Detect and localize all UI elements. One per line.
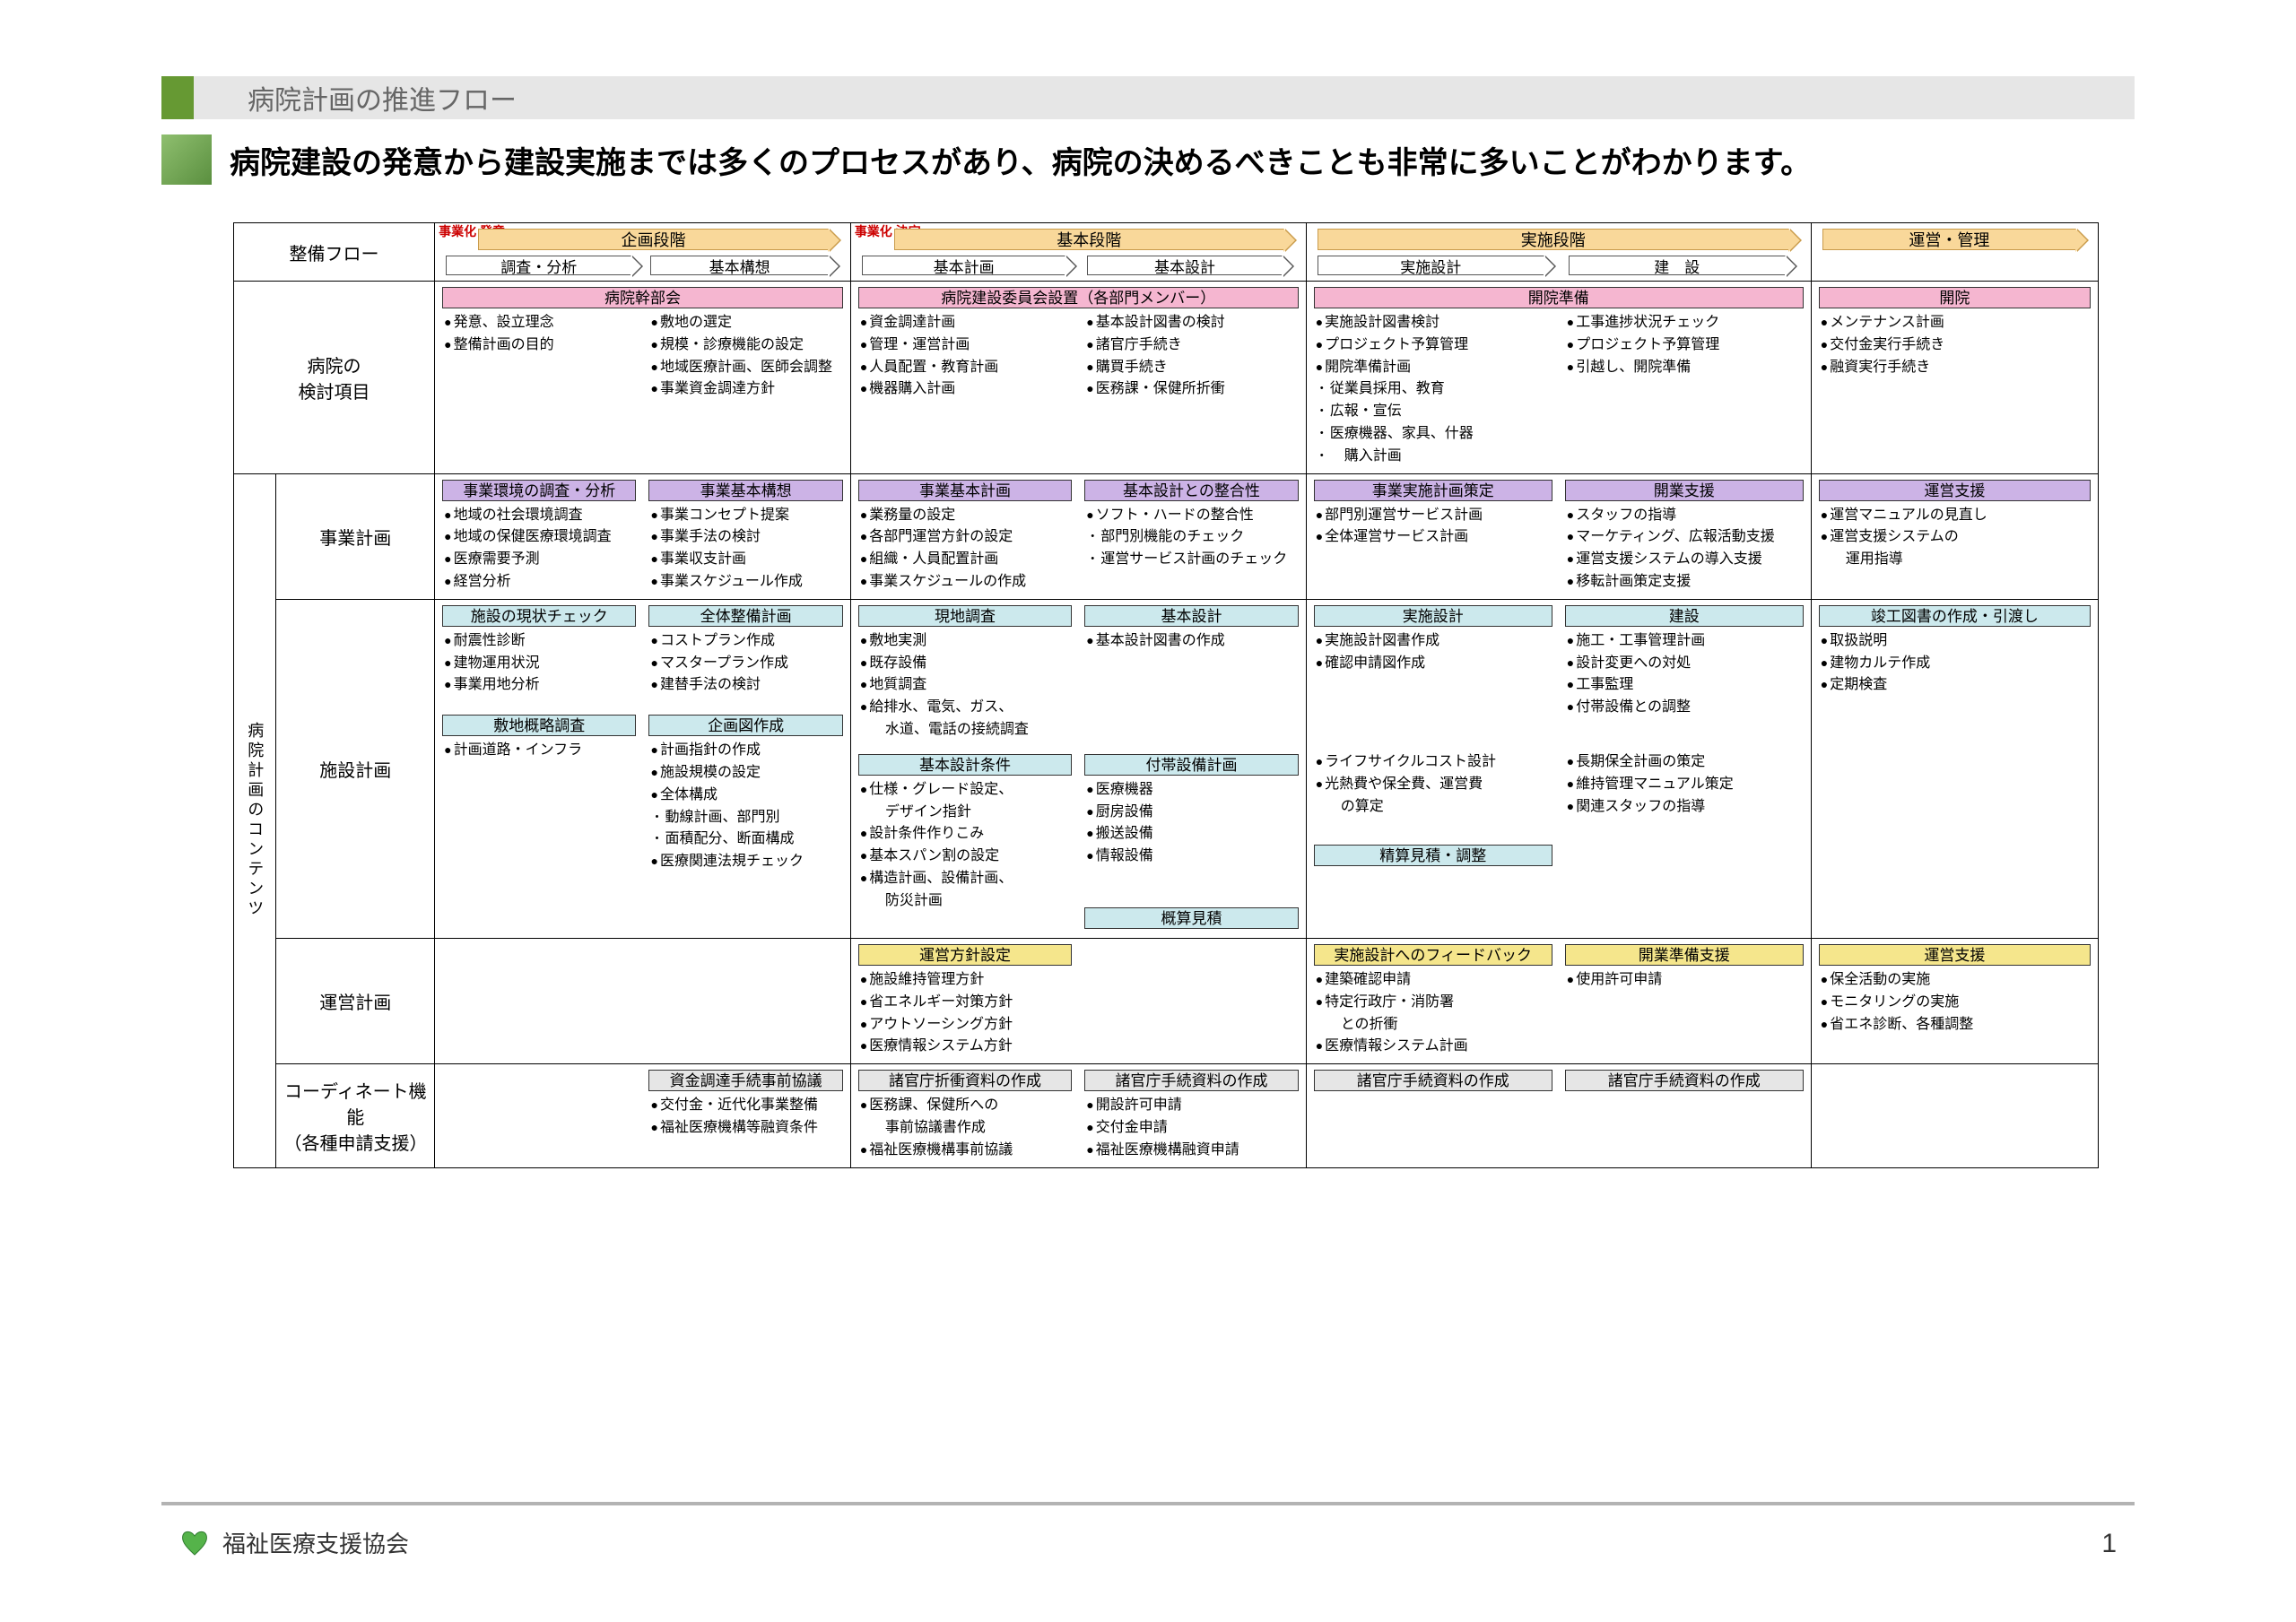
vertical-label: 病院計画のコンテンツ	[234, 473, 276, 1167]
phase-cell-2: 事業化 決定 基本段階 基本計画 基本設計	[850, 223, 1306, 282]
footer-org: 福祉医療支援協会	[222, 1526, 409, 1559]
business-c4: 運営支援 運営マニュアルの見直し運営支援システムの 運用指導	[1811, 473, 2098, 599]
rowlabel-facility: 施設計画	[276, 599, 435, 938]
operation-c3: 実施設計へのフィードバック建築確認申請特定行政庁・消防署 との折衝医療情報システ…	[1306, 938, 1811, 1063]
phase-arrow-4: 運営・管理	[1822, 229, 2076, 250]
subphase-3b: 建 設	[1569, 256, 1786, 275]
operation-c1	[435, 938, 851, 1063]
operation-c4: 運営支援 保全活動の実施モニタリングの実施省エネ診断、各種調整	[1811, 938, 2098, 1063]
business-c2: 事業基本計画業務量の設定各部門運営方針の設定組織・人員配置計画事業スケジュールの…	[850, 473, 1306, 599]
page-header: 病院計画の推進フロー	[161, 76, 2135, 119]
phase-cell-3: 実施段階 実施設計 建 設	[1306, 223, 1811, 282]
bar-review-4: 開院	[1819, 287, 2091, 308]
page-title: 病院計画の推進フロー	[248, 78, 517, 117]
rowlabel-review: 病院の 検討項目	[234, 282, 435, 474]
phase-cell-4: 運営・管理	[1811, 223, 2098, 282]
footer-rule	[161, 1502, 2135, 1505]
flow-table: 整備フロー 事業化 発意 企画段階 調査・分析 基本構想 事業化 決定 基本段階…	[233, 222, 2099, 1168]
rowlabel-flow: 整備フロー	[234, 223, 435, 282]
coordinate-c1: 資金調達手続事前協議交付金・近代化事業整備福祉医療機構等融資条件	[435, 1064, 851, 1167]
facility-c1: 施設の現状チェック耐震性診断建物運用状況事業用地分析 全体整備計画コストプラン作…	[435, 599, 851, 938]
review-c3: 開院準備 実施設計図書検討プロジェクト予算管理開院準備計画 従業員採用、教育広報…	[1306, 282, 1811, 474]
coordinate-c2: 諸官庁折衝資料の作成医務課、保健所への 事前協議書作成福祉医療機構事前協議 諸官…	[850, 1064, 1306, 1167]
review-c4: 開院 メンテナンス計画交付金実行手続き融資実行手続き	[1811, 282, 2098, 474]
subtitle-thumbnail	[161, 134, 212, 185]
rowlabel-coordinate: コーディネート機能 （各種申請支援）	[276, 1064, 435, 1167]
phase-arrow-3: 実施段階	[1318, 229, 1789, 250]
business-c1: 事業環境の調査・分析地域の社会環境調査地域の保健医療環境調査医療需要予測経営分析…	[435, 473, 851, 599]
subtitle-row: 病院建設の発意から建設実施までは多くのプロセスがあり、病院の決めるべきことも非常…	[161, 134, 2135, 185]
rowlabel-operation: 運営計画	[276, 938, 435, 1063]
bar-review-3: 開院準備	[1314, 287, 1804, 308]
review-c1: 病院幹部会 発意、設立理念整備計画の目的 敷地の選定規模・診療機能の設定地域医療…	[435, 282, 851, 474]
facility-c4: 竣工図書の作成・引渡し 取扱説明建物カルテ作成定期検査	[1811, 599, 2098, 938]
footer: 福祉医療支援協会	[179, 1526, 409, 1559]
phase-arrow-2: 基本段階	[894, 229, 1284, 250]
subphase-1b: 基本構想	[650, 256, 828, 275]
header-accent	[161, 76, 194, 119]
facility-c3: 実施設計実施設計図書作成確認申請図作成 建設施工・工事管理計画設計変更への対処工…	[1306, 599, 1811, 938]
business-c3: 事業実施計画策定部門別運営サービス計画全体運営サービス計画 開業支援スタッフの指…	[1306, 473, 1811, 599]
rowlabel-business: 事業計画	[276, 473, 435, 599]
subphase-1a: 調査・分析	[446, 256, 631, 275]
phase-arrow-1: 企画段階	[478, 229, 829, 250]
page-number: 1	[2101, 1529, 2117, 1559]
coordinate-c4	[1811, 1064, 2098, 1167]
facility-c2: 現地調査敷地実測既存設備地質調査給排水、電気、ガス、 水道、電話の接続調査 基本…	[850, 599, 1306, 938]
phase-cell-1: 事業化 発意 企画段階 調査・分析 基本構想	[435, 223, 851, 282]
bar-review-1: 病院幹部会	[442, 287, 843, 308]
subtitle-text: 病院建設の発意から建設実施までは多くのプロセスがあり、病院の決めるべきことも非常…	[230, 138, 1811, 182]
review-c2: 病院建設委員会設置（各部門メンバー） 資金調達計画管理・運営計画人員配置・教育計…	[850, 282, 1306, 474]
subphase-3a: 実施設計	[1318, 256, 1544, 275]
subphase-2b: 基本設計	[1087, 256, 1283, 275]
bar-review-2: 病院建設委員会設置（各部門メンバー）	[858, 287, 1299, 308]
coordinate-c3: 諸官庁手続資料の作成 諸官庁手続資料の作成	[1306, 1064, 1811, 1167]
heart-icon	[179, 1530, 210, 1557]
operation-c2: 運営方針設定施設維持管理方針省エネルギー対策方針アウトソーシング方針医療情報シス…	[850, 938, 1306, 1063]
subphase-2a: 基本計画	[862, 256, 1066, 275]
